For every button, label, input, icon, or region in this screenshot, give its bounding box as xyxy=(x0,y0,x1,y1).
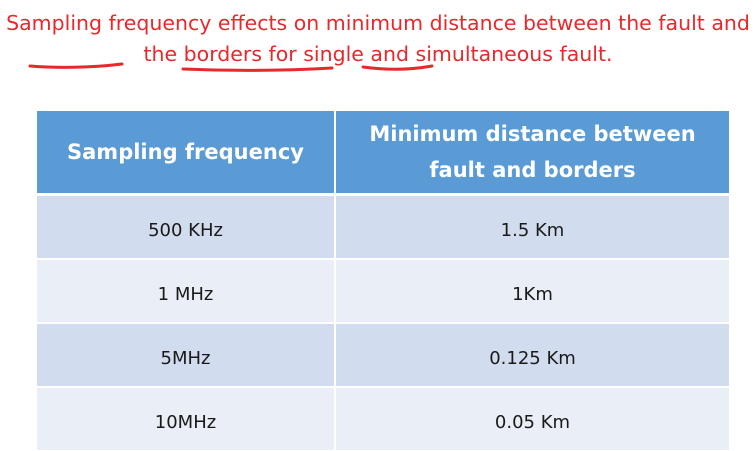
cell-distance: 0.05 Km xyxy=(334,386,729,450)
cell-frequency: 10MHz xyxy=(37,386,335,450)
table-row: 500 KHz 1.5 Km xyxy=(37,193,729,259)
cell-frequency: 500 KHz xyxy=(37,193,335,259)
cell-frequency: 5MHz xyxy=(37,322,335,387)
table-header-row: Sampling frequency Minimum distance betw… xyxy=(37,111,729,195)
cell-distance: 1Km xyxy=(334,258,729,323)
cell-distance: 1.5 Km xyxy=(334,193,729,259)
table-row: 10MHz 0.05 Km xyxy=(37,386,729,450)
slide-title: Sampling frequency effects on minimum di… xyxy=(6,11,750,66)
cell-distance: 0.125 Km xyxy=(334,322,729,387)
frequency-distance-table: Sampling frequency Minimum distance betw… xyxy=(37,111,729,450)
header-minimum-distance: Minimum distance between fault and borde… xyxy=(334,111,729,195)
table-row: 1 MHz 1Km xyxy=(37,258,729,323)
cell-frequency: 1 MHz xyxy=(37,258,335,323)
table-row: 5MHz 0.125 Km xyxy=(37,322,729,387)
header-sampling-frequency: Sampling frequency xyxy=(37,111,335,195)
